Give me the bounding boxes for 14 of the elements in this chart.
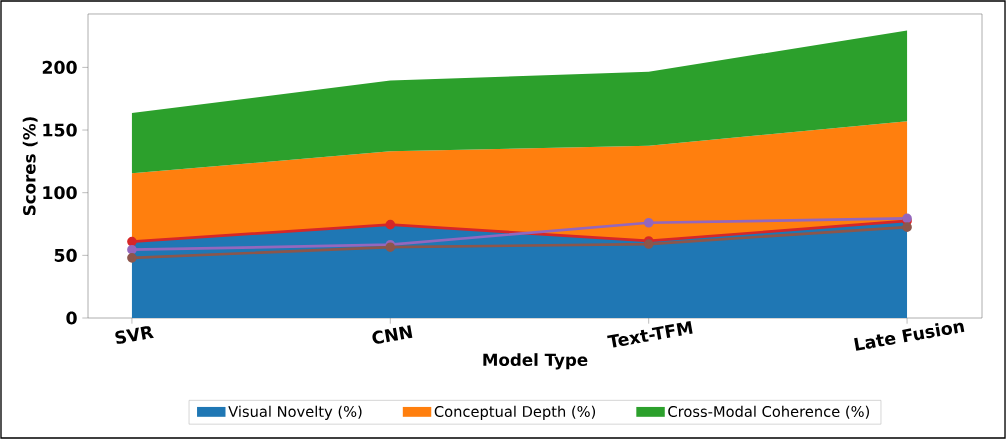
y-axis-title: Scores (%)	[22, 117, 38, 216]
y-tick-label: 0	[66, 311, 77, 325]
x-tick-label: SVR	[115, 326, 154, 344]
y-tick-label: 50	[54, 248, 77, 262]
legend-label: Conceptual Depth (%)	[434, 405, 596, 420]
x-axis-title: Model Type	[483, 353, 588, 370]
y-tick-label: 150	[43, 123, 77, 137]
legend-label: Visual Novelty (%)	[228, 405, 362, 420]
y-tick-label: 100	[43, 186, 77, 200]
legend-label: Cross-Modal Coherence (%)	[668, 405, 870, 419]
y-tick-label: 200	[42, 60, 77, 74]
x-tick-label: Late Fusion	[854, 322, 965, 351]
x-tick-label: CNN	[372, 325, 413, 344]
x-tick-label: Text-TFM	[607, 321, 693, 348]
